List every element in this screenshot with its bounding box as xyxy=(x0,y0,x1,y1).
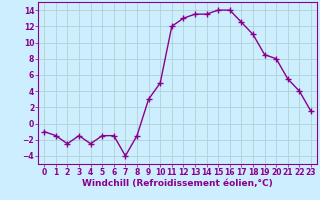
X-axis label: Windchill (Refroidissement éolien,°C): Windchill (Refroidissement éolien,°C) xyxy=(82,179,273,188)
